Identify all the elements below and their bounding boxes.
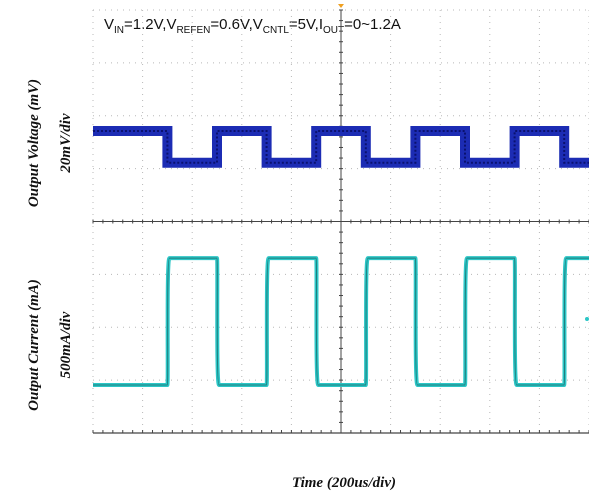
current-axis-label: Output Current (mA) bbox=[26, 279, 42, 411]
grid bbox=[92, 4, 589, 434]
voltage-trace-noise bbox=[93, 130, 589, 164]
chart-title: VIN=1.2V,VREFEN=0.6V,VCNTL=5V,IOUT=0~1.2… bbox=[104, 16, 401, 36]
current-trace-edge bbox=[93, 257, 589, 386]
current-channel-marker bbox=[585, 317, 589, 321]
traces bbox=[93, 126, 589, 387]
time-axis-label: Time (200us/div) bbox=[292, 475, 396, 491]
trigger-marker bbox=[338, 4, 344, 8]
voltage-scale-label: 20mV/div bbox=[58, 113, 74, 174]
current-scale-label: 500mA/div bbox=[58, 311, 74, 378]
voltage-axis-label: Output Voltage (mV) bbox=[26, 79, 42, 207]
